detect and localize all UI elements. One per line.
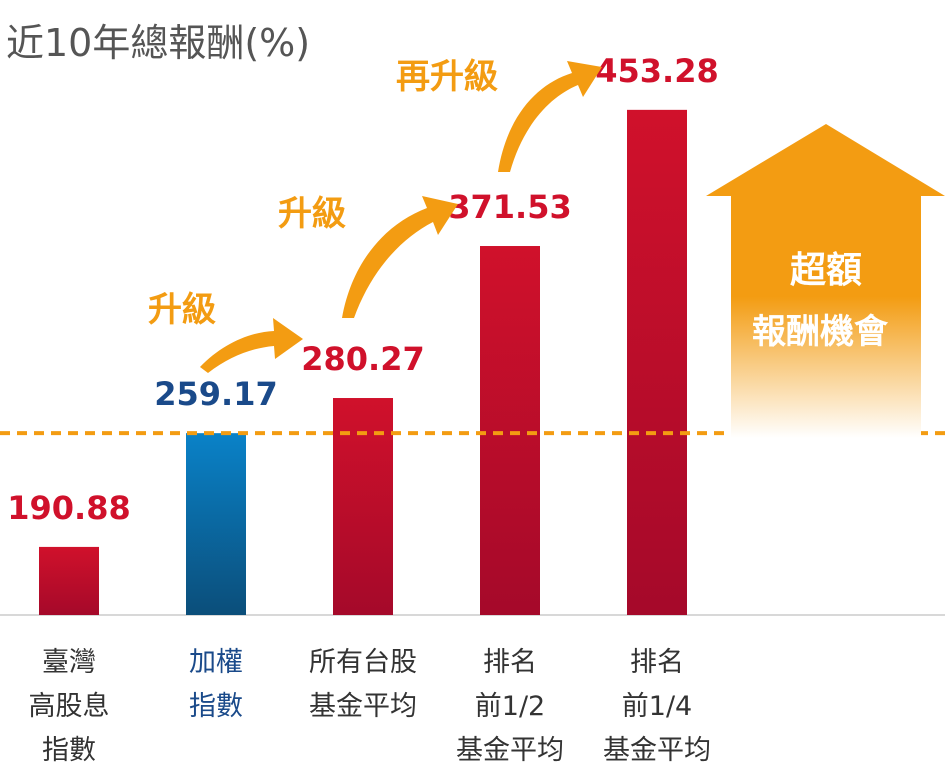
category-label-1-line-2: 高股息 bbox=[29, 691, 110, 722]
category-label-2-line-2: 指數 bbox=[189, 691, 243, 722]
upgrade-arrow-1 bbox=[200, 318, 303, 373]
callout-line-1: 超額 bbox=[790, 250, 862, 291]
category-label-5-line-3: 基金平均 bbox=[603, 735, 711, 766]
value-labels-layer: 190.88 259.17 280.27 371.53 453.28 bbox=[7, 52, 718, 527]
category-label-1-line-1: 臺灣 bbox=[42, 647, 96, 678]
category-label-2-line-1: 加權 bbox=[189, 647, 243, 678]
upgrade-arrow-3 bbox=[498, 61, 602, 172]
value-label-3: 280.27 bbox=[301, 340, 424, 378]
value-label-1: 190.88 bbox=[7, 489, 130, 527]
value-label-4: 371.53 bbox=[448, 188, 571, 226]
category-label-4-line-3: 基金平均 bbox=[456, 735, 564, 766]
callout-line-2: 報酬機會 bbox=[752, 312, 889, 352]
upgrade-arrows-layer bbox=[200, 61, 602, 373]
upgrade-label-3: 再升級 bbox=[396, 57, 498, 97]
upgrade-label-2: 升級 bbox=[278, 194, 346, 234]
upgrade-arrow-2 bbox=[342, 196, 458, 318]
bars-layer bbox=[39, 109, 687, 616]
category-label-3-line-2: 基金平均 bbox=[309, 691, 417, 722]
upgrade-label-1: 升級 bbox=[148, 290, 216, 330]
category-label-5-line-1: 排名 bbox=[630, 647, 684, 678]
category-label-4-line-2: 前1/2 bbox=[475, 691, 545, 722]
category-label-4-line-1: 排名 bbox=[483, 647, 537, 678]
upgrade-labels-layer: 升級 升級 再升級 bbox=[148, 57, 498, 330]
category-label-5-line-2: 前1/4 bbox=[622, 691, 692, 722]
bar-5 bbox=[627, 109, 687, 616]
bar-2 bbox=[186, 433, 246, 615]
value-label-5: 453.28 bbox=[595, 52, 718, 90]
chart-title: 近10年總報酬(%) bbox=[6, 21, 310, 65]
bar-1 bbox=[39, 546, 99, 615]
category-label-1-line-3: 指數 bbox=[42, 735, 96, 766]
bar-3 bbox=[333, 398, 393, 615]
excess-return-callout: 超額 報酬機會 bbox=[706, 124, 945, 438]
value-label-2: 259.17 bbox=[154, 375, 277, 413]
category-label-3-line-1: 所有台股 bbox=[309, 647, 417, 678]
bar-4 bbox=[480, 246, 540, 615]
house-arrow-shape bbox=[706, 124, 945, 438]
